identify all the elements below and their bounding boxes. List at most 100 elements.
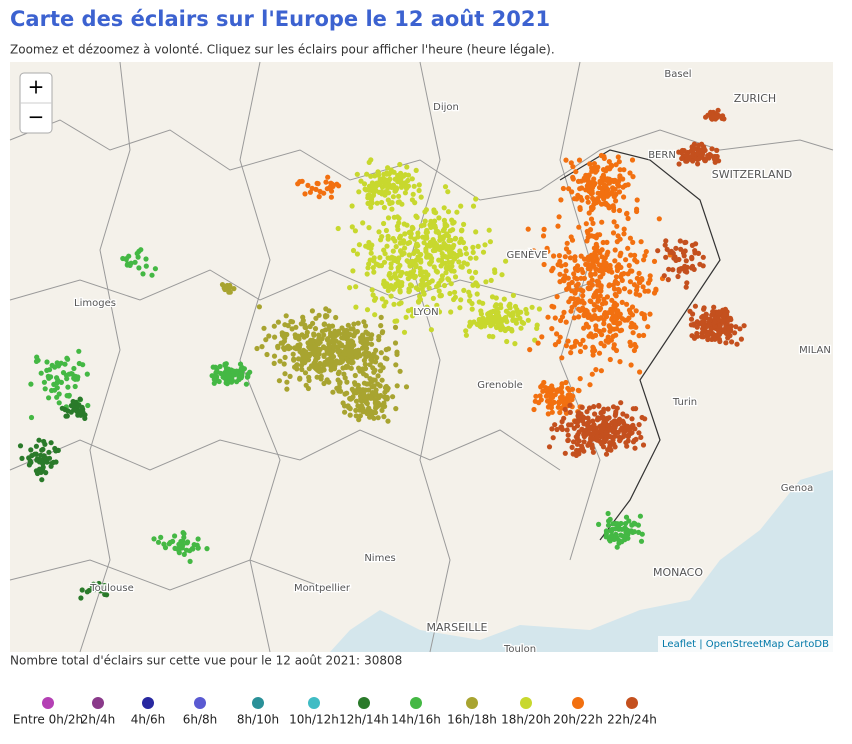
lightning-dot[interactable] [328, 349, 334, 355]
lightning-dot[interactable] [621, 226, 627, 232]
lightning-dot[interactable] [195, 536, 201, 542]
lightning-dot[interactable] [637, 292, 643, 298]
lightning-dot[interactable] [291, 357, 297, 363]
lightning-dot[interactable] [556, 339, 562, 345]
lightning-dot[interactable] [365, 200, 371, 206]
lightning-dot[interactable] [594, 278, 600, 284]
lightning-dot[interactable] [653, 286, 659, 292]
lightning-dot[interactable] [590, 348, 596, 354]
lightning-dot[interactable] [373, 188, 379, 194]
lightning-dot[interactable] [423, 235, 429, 241]
lightning-dot[interactable] [394, 280, 401, 286]
lightning-dot[interactable] [612, 247, 618, 253]
lightning-dot[interactable] [393, 362, 399, 368]
lightning-dot[interactable] [580, 337, 586, 343]
lightning-dot[interactable] [555, 223, 561, 229]
lightning-dot[interactable] [379, 407, 385, 413]
lightning-dot[interactable] [577, 205, 583, 211]
lightning-dot[interactable] [385, 233, 391, 239]
lightning-dot[interactable] [393, 406, 399, 412]
lightning-dot[interactable] [595, 164, 601, 170]
lightning-dot[interactable] [369, 200, 375, 206]
lightning-dot[interactable] [561, 400, 567, 406]
lightning-dot[interactable] [576, 224, 582, 230]
lightning-dot[interactable] [327, 185, 333, 191]
lightning-dot[interactable] [398, 248, 404, 254]
lightning-dot[interactable] [605, 249, 611, 255]
lightning-dot[interactable] [627, 279, 634, 285]
lightning-dot[interactable] [361, 342, 367, 348]
lightning-dot[interactable] [700, 321, 706, 327]
lightning-dot[interactable] [34, 470, 41, 477]
lightning-dot[interactable] [599, 441, 605, 447]
lightning-dot[interactable] [321, 321, 328, 327]
lightning-dot[interactable] [429, 278, 435, 284]
lightning-dot[interactable] [86, 587, 92, 594]
lightning-dot[interactable] [655, 248, 661, 254]
lightning-dot[interactable] [552, 422, 558, 428]
lightning-dot[interactable] [124, 262, 130, 268]
lightning-dot[interactable] [416, 187, 422, 194]
lightning-dot[interactable] [550, 265, 556, 271]
lightning-dot[interactable] [384, 396, 390, 402]
lightning-dot[interactable] [392, 238, 398, 244]
lightning-dot[interactable] [243, 381, 249, 387]
lightning-dot[interactable] [136, 265, 142, 271]
lightning-dot[interactable] [445, 259, 451, 265]
lightning-dot[interactable] [431, 207, 437, 213]
lightning-dot[interactable] [627, 310, 634, 316]
lightning-dot[interactable] [615, 233, 621, 239]
lightning-dot[interactable] [662, 242, 668, 248]
lightning-dot[interactable] [602, 201, 608, 207]
lightning-dot[interactable] [396, 255, 402, 261]
lightning-dot[interactable] [310, 320, 316, 326]
lightning-dot[interactable] [354, 251, 360, 257]
lightning-dot[interactable] [437, 293, 443, 299]
lightning-dot[interactable] [593, 332, 599, 338]
lightning-dot[interactable] [44, 367, 50, 373]
lightning-dot[interactable] [613, 293, 619, 299]
lightning-dot[interactable] [683, 258, 689, 264]
lightning-dot[interactable] [721, 116, 727, 122]
lightning-dot[interactable] [620, 176, 626, 182]
lightning-dot[interactable] [392, 340, 399, 346]
lightning-dot[interactable] [379, 199, 385, 206]
lightning-dot[interactable] [638, 538, 645, 544]
lightning-dot[interactable] [381, 414, 387, 420]
lightning-dot[interactable] [428, 224, 434, 230]
lightning-dot[interactable] [33, 443, 40, 449]
lightning-dot[interactable] [633, 436, 639, 442]
lightning-dot[interactable] [321, 344, 327, 351]
lightning-dot[interactable] [550, 435, 556, 441]
lightning-dot[interactable] [583, 321, 590, 327]
zoom-out[interactable]: − [28, 105, 45, 129]
lightning-dot[interactable] [570, 176, 576, 182]
lightning-dot[interactable] [331, 344, 337, 350]
lightning-dot[interactable] [507, 301, 513, 307]
lightning-dot[interactable] [590, 436, 596, 442]
lightning-dot[interactable] [555, 404, 561, 410]
lightning-dot[interactable] [353, 304, 359, 310]
lightning-dot[interactable] [412, 236, 418, 242]
lightning-dot[interactable] [335, 370, 341, 377]
lightning-dot[interactable] [617, 311, 623, 317]
lightning-dot[interactable] [573, 339, 580, 345]
lightning-dot[interactable] [368, 204, 374, 210]
lightning-dot[interactable] [599, 247, 605, 253]
lightning-dot[interactable] [326, 344, 332, 350]
lightning-dot[interactable] [490, 321, 496, 327]
lightning-dot[interactable] [345, 364, 351, 370]
lightning-dot[interactable] [436, 288, 442, 294]
lightning-dot[interactable] [282, 322, 288, 328]
lightning-dot[interactable] [531, 406, 537, 413]
lightning-dot[interactable] [634, 206, 640, 212]
lightning-dot[interactable] [493, 302, 499, 308]
lightning-dot[interactable] [625, 434, 631, 440]
lightning-dot[interactable] [370, 265, 376, 271]
lightning-dot[interactable] [434, 269, 440, 275]
lightning-dot[interactable] [618, 400, 624, 406]
lightning-dot[interactable] [325, 361, 331, 367]
lightning-dot[interactable] [700, 254, 706, 260]
lightning-dot[interactable] [42, 386, 48, 392]
lightning-dot[interactable] [599, 254, 605, 260]
